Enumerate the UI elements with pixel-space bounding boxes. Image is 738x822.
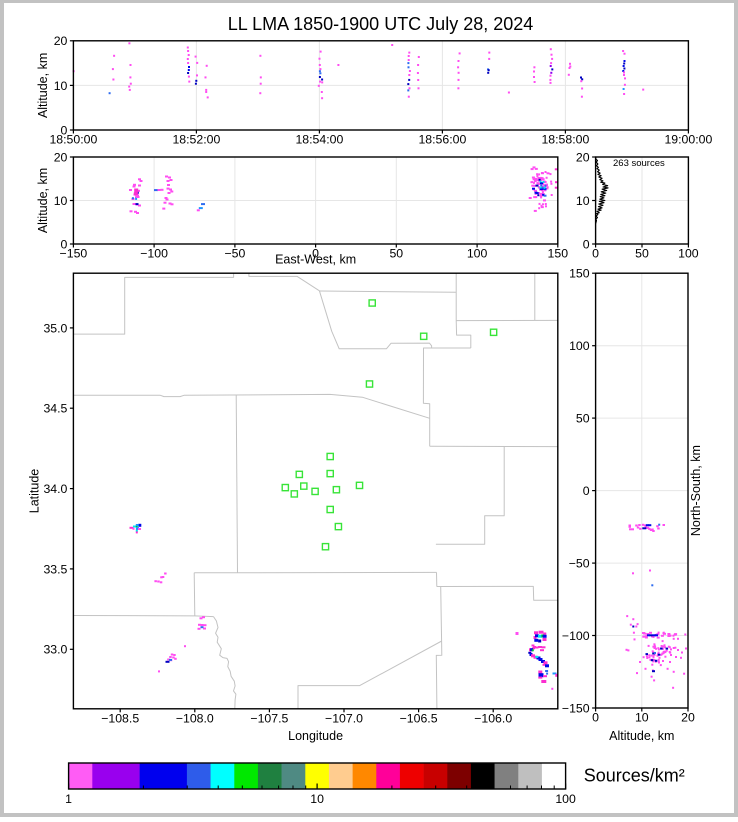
svg-text:150: 150: [548, 247, 569, 261]
svg-text:−50: −50: [224, 247, 245, 261]
svg-text:0: 0: [312, 247, 319, 261]
svg-text:−106.0: −106.0: [474, 711, 512, 725]
svg-text:−100: −100: [140, 247, 168, 261]
svg-text:20: 20: [54, 34, 68, 48]
svg-text:20: 20: [54, 150, 68, 164]
svg-text:Longitude: Longitude: [288, 729, 343, 743]
svg-text:18:54:00: 18:54:00: [295, 133, 343, 147]
svg-text:0: 0: [61, 237, 68, 251]
svg-text:33.0: 33.0: [43, 643, 67, 657]
svg-text:19:00:00: 19:00:00: [664, 133, 712, 147]
svg-text:0: 0: [592, 247, 599, 261]
svg-text:Altitude, km: Altitude, km: [36, 168, 50, 233]
svg-text:Altitude, km: Altitude, km: [609, 729, 674, 743]
svg-text:−150: −150: [562, 701, 590, 715]
svg-text:−108.5: −108.5: [101, 711, 139, 725]
svg-text:35.0: 35.0: [43, 321, 67, 335]
svg-text:10: 10: [576, 194, 590, 208]
svg-text:10: 10: [635, 711, 649, 725]
svg-text:Sources/km²: Sources/km²: [584, 766, 685, 786]
svg-text:−106.5: −106.5: [400, 711, 438, 725]
svg-text:10: 10: [310, 792, 324, 806]
svg-text:0: 0: [583, 237, 590, 251]
svg-text:0: 0: [61, 123, 68, 137]
svg-text:Latitude: Latitude: [28, 469, 42, 514]
svg-text:−150: −150: [60, 247, 88, 261]
svg-text:0: 0: [583, 484, 590, 498]
svg-text:0: 0: [592, 711, 599, 725]
svg-text:100: 100: [678, 247, 699, 261]
svg-text:18:50:00: 18:50:00: [49, 133, 97, 147]
svg-text:−100: −100: [562, 629, 590, 643]
svg-text:East-West, km: East-West, km: [275, 253, 356, 267]
svg-text:18:56:00: 18:56:00: [418, 133, 466, 147]
svg-text:10: 10: [54, 79, 68, 93]
svg-text:100: 100: [555, 792, 576, 806]
svg-text:−108.0: −108.0: [176, 711, 214, 725]
svg-text:33.5: 33.5: [43, 562, 67, 576]
svg-text:34.5: 34.5: [43, 402, 67, 416]
svg-text:20: 20: [681, 711, 695, 725]
svg-text:50: 50: [389, 247, 403, 261]
svg-text:50: 50: [635, 247, 649, 261]
svg-text:−50: −50: [569, 557, 590, 571]
svg-text:34.0: 34.0: [43, 482, 67, 496]
svg-text:North-South, km: North-South, km: [689, 445, 703, 536]
svg-text:20: 20: [576, 150, 590, 164]
svg-text:10: 10: [54, 194, 68, 208]
svg-text:−107.5: −107.5: [250, 711, 288, 725]
svg-text:50: 50: [576, 412, 590, 426]
svg-text:1: 1: [65, 792, 72, 806]
svg-text:Altitude, km: Altitude, km: [36, 53, 50, 118]
svg-text:100: 100: [467, 247, 488, 261]
svg-text:LL LMA 1850-1900 UTC July 28,: LL LMA 1850-1900 UTC July 28, 2024: [228, 14, 534, 34]
svg-text:100: 100: [569, 339, 590, 353]
svg-text:18:52:00: 18:52:00: [172, 133, 220, 147]
svg-text:18:58:00: 18:58:00: [541, 133, 589, 147]
svg-text:263 sources: 263 sources: [613, 158, 665, 169]
svg-text:150: 150: [569, 267, 590, 281]
svg-text:−107.0: −107.0: [325, 711, 363, 725]
